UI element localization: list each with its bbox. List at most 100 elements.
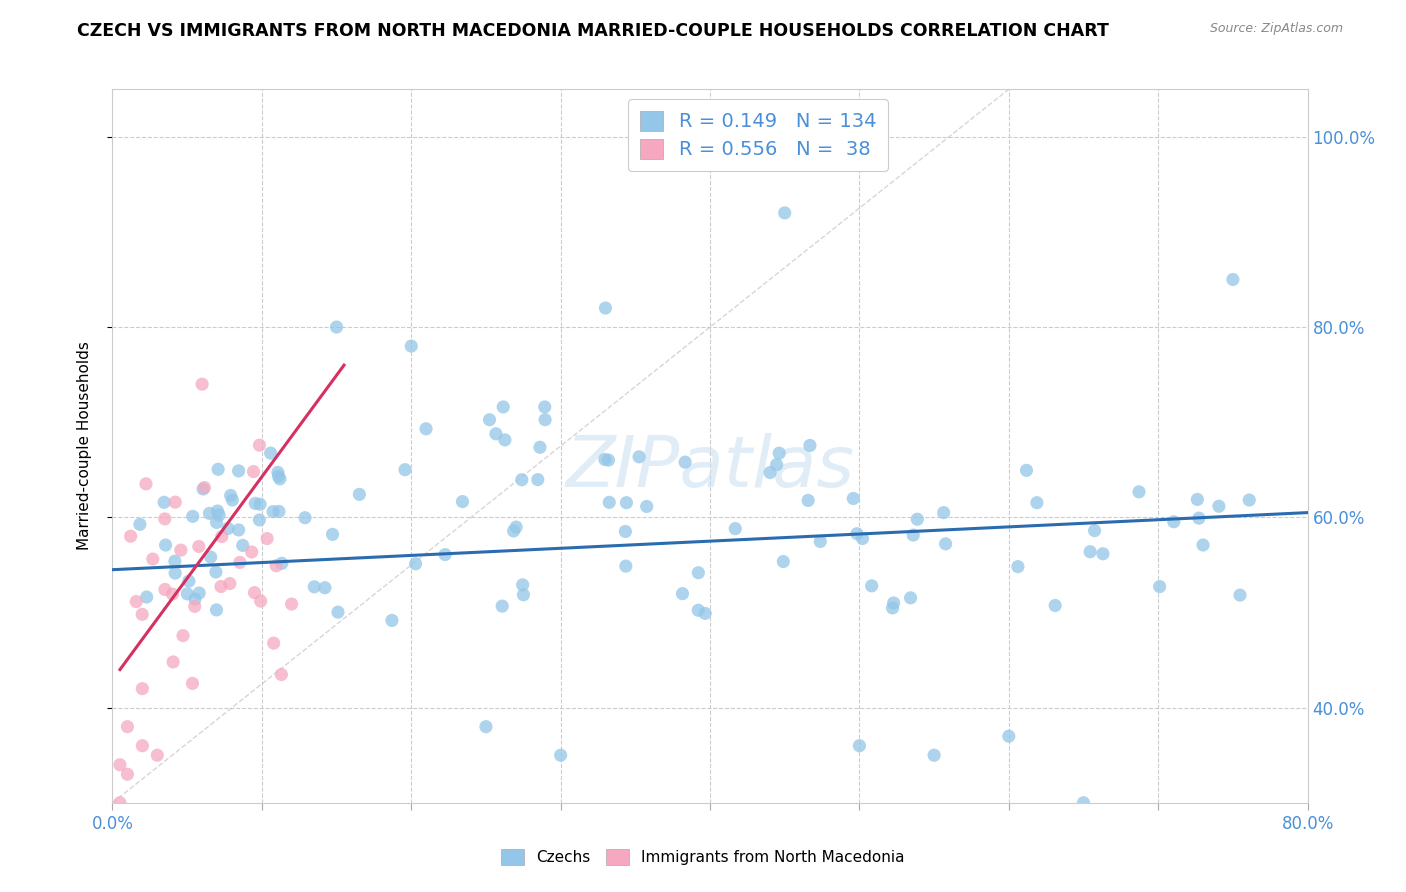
- Point: [205, 516, 228, 530]
- Point: [207, 462, 229, 476]
- Point: [181, 509, 204, 524]
- Point: [848, 739, 870, 753]
- Point: [485, 426, 508, 441]
- Point: [1007, 559, 1029, 574]
- Point: [155, 538, 177, 552]
- Point: [349, 487, 371, 501]
- Point: [475, 720, 498, 734]
- Point: [550, 748, 572, 763]
- Point: [217, 521, 239, 535]
- Point: [108, 796, 131, 810]
- Point: [249, 438, 271, 452]
- Point: [1187, 492, 1209, 507]
- Point: [533, 400, 555, 414]
- Point: [153, 582, 176, 597]
- Point: [492, 400, 515, 414]
- Point: [209, 579, 232, 593]
- Point: [671, 587, 693, 601]
- Point: [205, 603, 228, 617]
- Point: [176, 587, 198, 601]
- Point: [502, 524, 524, 538]
- Point: [1025, 496, 1047, 510]
- Point: [491, 599, 513, 613]
- Point: [842, 491, 865, 506]
- Point: [162, 655, 184, 669]
- Point: [512, 588, 534, 602]
- Point: [900, 591, 922, 605]
- Point: [1128, 484, 1150, 499]
- Point: [131, 739, 153, 753]
- Point: [1237, 493, 1260, 508]
- Point: [242, 465, 264, 479]
- Point: [264, 558, 287, 573]
- Text: CZECH VS IMMIGRANTS FROM NORTH MACEDONIA MARRIED-COUPLE HOUSEHOLDS CORRELATION C: CZECH VS IMMIGRANTS FROM NORTH MACEDONIA…: [77, 22, 1109, 40]
- Point: [1149, 580, 1171, 594]
- Point: [129, 517, 152, 532]
- Point: [249, 497, 271, 511]
- Point: [267, 504, 290, 518]
- Legend: Czechs, Immigrants from North Macedonia: Czechs, Immigrants from North Macedonia: [495, 843, 911, 871]
- Point: [322, 527, 344, 541]
- Point: [269, 472, 291, 486]
- Point: [163, 554, 186, 568]
- Point: [162, 587, 184, 601]
- Point: [262, 505, 284, 519]
- Point: [451, 494, 474, 508]
- Point: [860, 579, 883, 593]
- Point: [883, 596, 905, 610]
- Point: [405, 557, 427, 571]
- Y-axis label: Married-couple Households: Married-couple Households: [77, 342, 91, 550]
- Point: [263, 636, 285, 650]
- Point: [218, 576, 240, 591]
- Point: [108, 757, 131, 772]
- Point: [534, 413, 557, 427]
- Point: [165, 495, 187, 509]
- Point: [998, 729, 1021, 743]
- Point: [1091, 547, 1114, 561]
- Point: [256, 532, 278, 546]
- Point: [614, 524, 637, 539]
- Point: [932, 506, 955, 520]
- Point: [184, 599, 207, 614]
- Point: [243, 585, 266, 599]
- Point: [259, 446, 281, 460]
- Point: [181, 676, 204, 690]
- Point: [280, 597, 302, 611]
- Point: [1229, 588, 1251, 602]
- Point: [177, 574, 200, 588]
- Point: [184, 592, 207, 607]
- Point: [1078, 545, 1101, 559]
- Point: [808, 534, 831, 549]
- Point: [799, 438, 821, 452]
- Point: [614, 559, 637, 574]
- Point: [598, 453, 620, 467]
- Point: [326, 605, 349, 619]
- Point: [1043, 599, 1066, 613]
- Point: [249, 594, 271, 608]
- Point: [1188, 511, 1211, 525]
- Point: [724, 522, 747, 536]
- Point: [198, 507, 221, 521]
- Point: [170, 543, 193, 558]
- Point: [688, 603, 710, 617]
- Point: [846, 526, 869, 541]
- Point: [695, 607, 717, 621]
- Point: [529, 440, 551, 454]
- Point: [381, 614, 404, 628]
- Point: [903, 528, 925, 542]
- Point: [510, 473, 533, 487]
- Point: [1208, 500, 1230, 514]
- Point: [131, 607, 153, 622]
- Point: [208, 508, 231, 522]
- Text: Source: ZipAtlas.com: Source: ZipAtlas.com: [1209, 22, 1343, 36]
- Point: [187, 540, 209, 554]
- Point: [200, 550, 222, 565]
- Point: [135, 590, 157, 604]
- Point: [146, 748, 169, 763]
- Point: [401, 339, 423, 353]
- Point: [595, 301, 617, 315]
- Point: [165, 566, 187, 580]
- Point: [512, 578, 534, 592]
- Point: [232, 538, 254, 552]
- Point: [247, 513, 270, 527]
